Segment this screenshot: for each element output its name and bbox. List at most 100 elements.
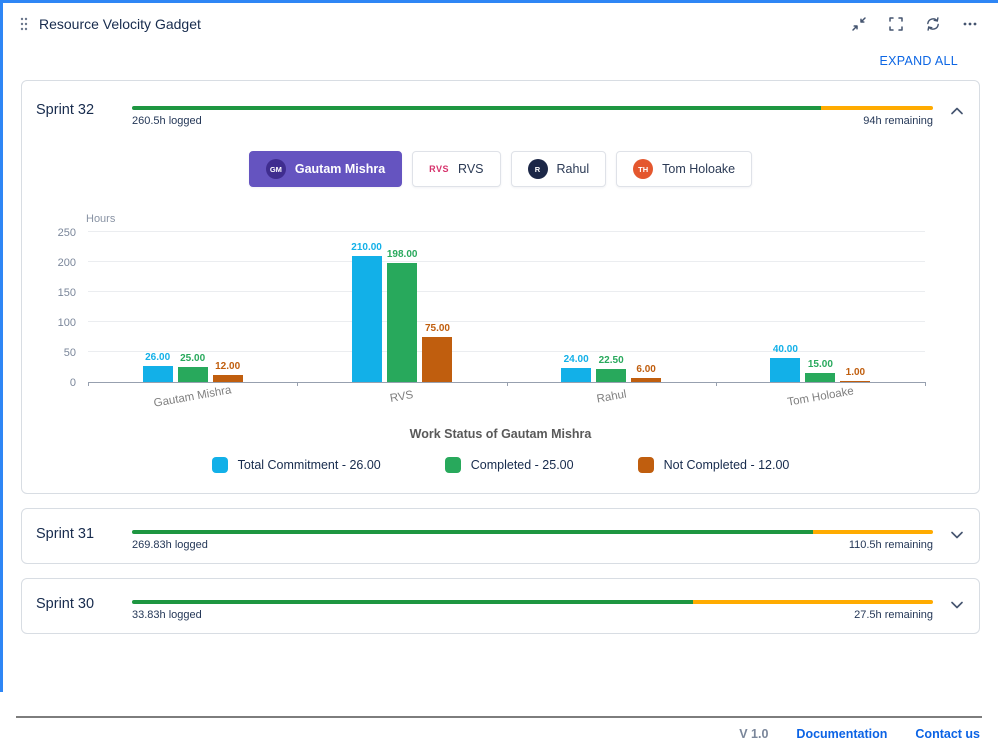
bar-column: 15.00 (805, 359, 836, 382)
bar-value-label: 24.00 (563, 353, 589, 365)
legend-item: Not Completed - 12.00 (637, 457, 789, 473)
sprint-progress-labels: 269.83h logged 110.5h remaining (132, 539, 933, 551)
gridline (88, 261, 925, 262)
y-axis-tick-label: 50 (63, 347, 76, 359)
progress-logged-segment (132, 530, 813, 534)
y-axis: 0 50 100 150 200 250 (36, 227, 88, 389)
sprint-progress: 269.83h logged 110.5h remaining (132, 521, 933, 551)
y-axis-tick-label: 0 (69, 377, 76, 389)
bar-column: 26.00 (142, 352, 173, 382)
sprint-progress-bar (132, 600, 933, 604)
member-tab-gautam-mishra[interactable]: GM Gautam Mishra (248, 151, 403, 187)
logged-label: 33.83h logged (132, 609, 202, 621)
bar-column: 22.50 (596, 354, 627, 382)
y-axis-tick-label: 250 (57, 227, 76, 239)
legend-swatch-icon (444, 457, 461, 473)
y-axis-tick-label: 100 (57, 317, 76, 329)
bar-value-label: 6.00 (636, 364, 656, 376)
sprint-progress-labels: 260.5h logged 94h remaining (132, 115, 933, 127)
bar-value-label: 25.00 (180, 353, 206, 364)
contact-us-link[interactable]: Contact us (915, 727, 980, 741)
sprint-card-30: Sprint 30 33.83h logged 27.5h remaining (21, 578, 980, 634)
plot-area: 26.00 25.00 12.00 210.00 198.00 75.00 24.00 22.… (88, 231, 926, 386)
progress-remaining-segment (812, 530, 933, 534)
progress-remaining-segment (820, 106, 933, 110)
sprint-name: Sprint 30 (36, 596, 95, 612)
bar-total-commitment (561, 367, 592, 382)
chart-title: Work Status of Gautam Mishra (409, 427, 592, 441)
chart-row: 0 50 100 150 200 250 26.00 25.00 12.00 210.00 198… (36, 227, 926, 389)
x-axis-labels: Gautam Mishra RVS Rahul Tom Holoake (88, 384, 925, 409)
version-label: V 1.0 (739, 727, 769, 741)
legend-label: Total Commitment - 26.00 (237, 458, 381, 472)
sprint-progress-bar (132, 530, 933, 534)
bar-column: 1.00 (840, 366, 871, 382)
bar-completed (387, 263, 418, 382)
collapse-icon[interactable] (851, 16, 867, 32)
member-tab-label: Gautam Mishra (294, 162, 386, 176)
gridline (88, 351, 925, 352)
sprint-31-summary-row: Sprint 31 269.83h logged 110.5h remainin… (36, 521, 965, 551)
bar-value-label: 198.00 (386, 249, 418, 261)
expand-all-link[interactable]: EXPAND ALL (879, 54, 958, 68)
member-tab-rvs[interactable]: RVS RVS (412, 151, 501, 187)
remaining-label: 94h remaining (863, 115, 933, 127)
member-tabs: GM Gautam Mishra RVS RVS R Rahul TH Tom Holoake (36, 151, 965, 187)
bar-total-commitment (351, 256, 382, 382)
y-axis-title: Hours (86, 213, 116, 225)
bar-group-rvs: 210.00 198.00 75.00 (297, 233, 506, 382)
member-tab-label: Tom Holoake (662, 162, 736, 176)
bar-value-label: 22.50 (598, 354, 624, 366)
member-tab-rahul[interactable]: R Rahul (510, 151, 607, 187)
bar-group-tom-holoake: 40.00 15.00 1.00 (716, 233, 925, 382)
sprint-name: Sprint 31 (36, 526, 95, 542)
gridline (88, 321, 925, 322)
bar-group-rahul: 24.00 22.50 6.00 (507, 233, 716, 382)
drag-handle-icon[interactable] (19, 16, 29, 32)
footer-divider (16, 716, 982, 718)
legend-label: Completed - 25.00 (470, 458, 574, 472)
avatar-th: TH (633, 159, 654, 179)
bar-column: 25.00 (177, 353, 208, 382)
bar-value-label: 1.00 (845, 366, 866, 378)
bar-not-completed (631, 378, 662, 382)
more-menu-icon[interactable] (962, 16, 978, 32)
progress-remaining-segment (692, 600, 933, 604)
documentation-link[interactable]: Documentation (796, 727, 888, 741)
rvs-logo-icon: RVS (429, 164, 450, 174)
progress-logged-segment (132, 106, 821, 110)
remaining-label: 27.5h remaining (854, 609, 933, 621)
bar-completed (805, 373, 836, 382)
bar-value-label: 26.00 (145, 352, 171, 364)
bar-value-label: 75.00 (424, 323, 450, 334)
x-axis-tick (297, 382, 299, 386)
bar-not-completed (840, 380, 871, 382)
member-tab-tom-holoake[interactable]: TH Tom Holoake (616, 151, 753, 187)
bar-not-completed (212, 374, 243, 382)
sprint-30-summary-row: Sprint 30 33.83h logged 27.5h remaining (36, 591, 965, 621)
refresh-icon[interactable] (925, 16, 941, 32)
bar-not-completed (422, 337, 453, 382)
footer: V 1.0 Documentation Contact us (0, 718, 998, 741)
bar-total-commitment (770, 358, 801, 382)
chevron-down-icon[interactable] (949, 521, 965, 542)
bar-completed (596, 368, 627, 382)
member-tab-label: Rahul (556, 162, 590, 176)
legend-swatch-icon (211, 457, 228, 473)
chevron-down-icon[interactable] (949, 591, 965, 612)
gridline (88, 291, 925, 292)
bar-column: 40.00 (770, 344, 801, 382)
fullscreen-icon[interactable] (888, 16, 904, 32)
bar-column: 75.00 (422, 323, 453, 382)
bar-column: 12.00 (212, 361, 243, 382)
x-axis-tick (88, 382, 89, 386)
gadget-header: Resource Velocity Gadget (3, 3, 998, 38)
bar-column: 210.00 (351, 242, 382, 382)
chevron-up-icon[interactable] (949, 97, 965, 118)
legend-item: Total Commitment - 26.00 (211, 457, 381, 473)
expand-all-row: EXPAND ALL (3, 38, 998, 80)
progress-logged-segment (132, 600, 693, 604)
sprint-card-32: Sprint 32 260.5h logged 94h remaining GM… (21, 80, 980, 494)
member-tab-label: RVS (458, 162, 484, 176)
x-axis-tick (506, 382, 508, 386)
